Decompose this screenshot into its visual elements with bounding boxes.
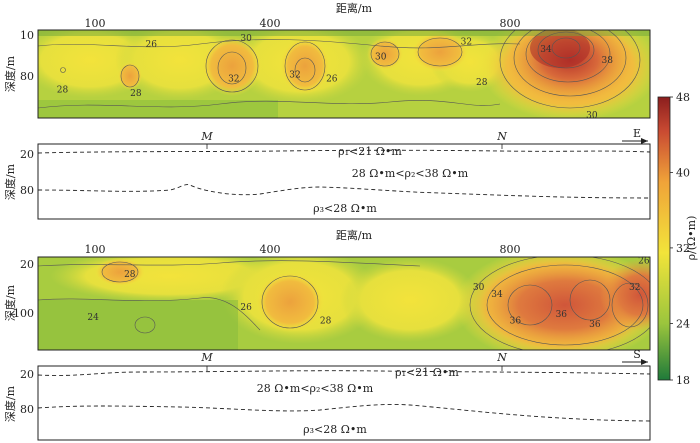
lower-x-tick-100: 100 [85,243,106,256]
lower-section-xlabel: 距离/m [336,228,373,242]
upper-model-y-tick-20: 20 [20,148,34,161]
lower-contour-label-4: 30 [473,283,485,293]
lower-contour-label-0: 28 [124,270,136,280]
upper-model-y-tick-80: 80 [20,184,34,197]
upper-y-tick-80: 80 [20,70,34,83]
lower-contour-label-10: 26 [638,257,650,267]
upper-contour-label-11: 38 [601,56,613,66]
upper-model-ylabel: 深度/m [3,163,17,200]
colorbar-tick-label-4: 48 [676,91,690,104]
upper-contour-label-3: 30 [240,34,252,44]
lower-model-y-tick-20: 20 [20,368,34,381]
upper-contour-label-0: 26 [145,40,157,50]
upper-marker-n: N [496,130,507,143]
upper-section-ylabel: 深度/m [3,55,17,92]
upper-model: M N E ρ₁<21 Ω•m 28 Ω•m<ρ₂<38 Ω•m ρ₃<28 Ω… [3,127,651,220]
upper-contour-label-2: 28 [130,89,142,99]
lower-marker-m: M [200,351,213,364]
lower-contour-label-6: 36 [510,316,522,326]
colorbar-tick-label-2: 32 [676,242,690,255]
lower-contour-label-3: 28 [320,316,332,326]
lower-layer2-label: 28 Ω•m<ρ₂<38 Ω•m [257,382,374,395]
upper-marker-m: M [200,130,213,143]
upper-layer1-label: ρ₁<21 Ω•m [338,145,402,158]
upper-x-tick-800: 800 [500,17,521,30]
lower-layer-boundary-2 [37,404,651,422]
lower-x-tick-800: 800 [500,243,521,256]
upper-contour-label-4: 32 [228,74,239,84]
lower-section-frame [37,256,651,351]
lower-direction-arrowhead [641,359,648,365]
lower-field [38,257,650,350]
colorbar: 18 24 32 40 48 ρ/(Ω•m) [657,91,698,387]
upper-contour-label-8: 32 [461,38,472,48]
colorbar-tick-label-0: 18 [676,374,690,387]
lower-model-frame [37,365,651,441]
lower-layer-boundary-1 [37,370,651,376]
upper-contour-labels: 26 28 28 30 32 32 26 30 32 28 34 38 30 [57,34,613,121]
upper-section-xlabel: 距离/m [336,1,373,15]
upper-x-tick-400: 400 [260,17,281,30]
lower-contour-label-8: 36 [589,320,601,330]
upper-contour-label-5: 32 [289,71,300,81]
lower-layer1-label: ρ₁<21 Ω•m [395,366,459,379]
upper-layer-boundary-1 [37,149,651,154]
lower-model-y-tick-80: 80 [20,403,34,416]
upper-y-tick-10: 10 [20,29,34,42]
upper-section-frame [37,29,651,119]
colorbar-gradient [657,96,671,381]
lower-contour-label-9: 32 [629,283,640,293]
colorbar-label: ρ/(Ω•m) [685,216,698,261]
upper-contour-label-6: 26 [326,74,338,84]
upper-x-tick-100: 100 [85,17,106,30]
upper-direction-label: E [633,127,641,140]
upper-section: 距离/m 100 400 800 [3,1,651,121]
colorbar-tick-label-3: 40 [676,167,690,180]
lower-section-ylabel: 深度/m [3,284,17,321]
lower-model-ylabel: 深度/m [3,385,17,422]
lower-contour-labels: 28 24 26 28 30 34 36 36 36 32 26 [87,257,650,330]
lower-contour-label-5: 34 [491,290,503,300]
upper-contour-label-9: 28 [476,78,488,88]
colorbar-tick-label-1: 24 [676,317,690,330]
upper-layer2-label: 28 Ω•m<ρ₂<38 Ω•m [352,167,469,180]
upper-contour-label-10: 34 [540,45,552,55]
lower-y-tick-20: 20 [20,258,34,271]
upper-contour-label-7: 30 [375,52,387,62]
upper-contour-label-1: 28 [57,85,69,95]
upper-contour-label-12: 30 [586,111,598,121]
lower-x-tick-400: 400 [260,243,281,256]
upper-layer3-label: ρ₃<28 Ω•m [313,202,377,215]
lower-direction-label: S [633,348,641,361]
upper-field [38,30,650,118]
lower-contour-label-2: 26 [240,303,252,313]
upper-direction-arrowhead [641,138,648,144]
lower-model: M N S ρ₁<21 Ω•m 28 Ω•m<ρ₂<38 Ω•m ρ₃<28 Ω… [3,348,651,441]
lower-layer3-label: ρ₃<28 Ω•m [303,423,367,436]
colorbar-ticks: 18 24 32 40 48 [670,91,690,387]
lower-marker-n: N [496,351,507,364]
upper-layer-boundary-2 [37,184,651,199]
lower-y-tick-100: 100 [13,307,34,320]
lower-contour-label-7: 36 [556,310,568,320]
lower-contour-label-1: 24 [87,313,99,323]
upper-model-frame [37,143,651,220]
